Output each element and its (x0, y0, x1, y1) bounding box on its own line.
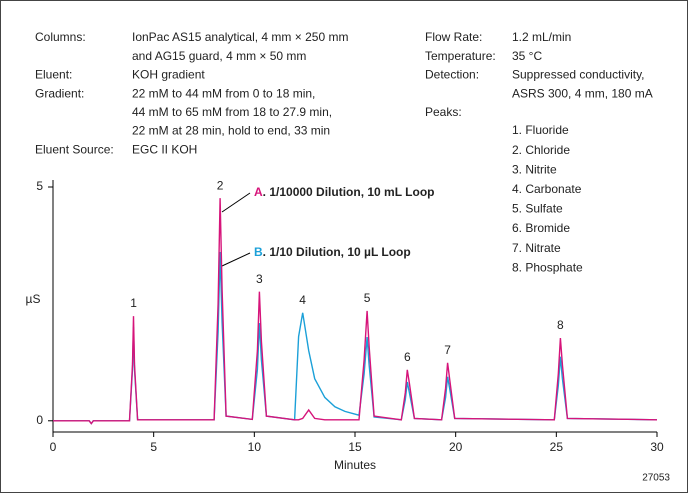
peak-label: 7 (444, 343, 451, 357)
condition-label: Gradient: (35, 86, 84, 100)
x-tick-label: 25 (550, 440, 564, 454)
x-tick-label: 20 (449, 440, 463, 454)
peak-name: 3. Nitrite (512, 162, 557, 176)
x-tick-label: 15 (348, 440, 362, 454)
condition-label: Columns: (35, 30, 86, 44)
figure-number: 27053 (642, 473, 670, 484)
condition-value: 22 mM at 28 min, hold to end, 33 min (132, 124, 330, 138)
legend-entry: A. 1/10000 Dilution, 10 mL Loop (254, 185, 435, 199)
peak-label: 1 (130, 296, 137, 310)
condition-label: Flow Rate: (425, 30, 482, 44)
peak-label: 6 (404, 350, 411, 364)
condition-label: Peaks: (425, 105, 462, 119)
pointer (221, 192, 251, 213)
legend-entry: B. 1/10 Dilution, 10 µL Loop (254, 245, 411, 259)
condition-label: Eluent Source: (35, 142, 114, 156)
condition-value: IonPac AS15 analytical, 4 mm × 250 mm (132, 30, 348, 44)
x-tick-label: 0 (50, 440, 57, 454)
y-axis-label: µS (26, 292, 41, 306)
y-tick-label: 5 (36, 179, 43, 193)
peak-name: 2. Chloride (512, 143, 570, 157)
peak-name: 5. Sulfate (512, 202, 563, 216)
series-line (53, 198, 658, 425)
condition-value: EGC II KOH (132, 142, 197, 156)
peak-name: 7. Nitrate (512, 241, 561, 255)
condition-value: KOH gradient (132, 68, 205, 82)
condition-label: Detection: (425, 68, 479, 82)
condition-value: and AG15 guard, 4 mm × 50 mm (132, 49, 306, 63)
condition-value: 44 mM to 65 mM from 18 to 27.9 min, (132, 105, 332, 119)
pointer (221, 252, 251, 267)
peak-label: 4 (299, 293, 306, 307)
x-tick-label: 5 (150, 440, 157, 454)
x-tick-label: 10 (248, 440, 262, 454)
x-axis-label: Minutes (334, 458, 376, 472)
peak-label: 3 (256, 272, 263, 286)
y-tick-label: 0 (36, 413, 43, 427)
condition-value: ASRS 300, 4 mm, 180 mA (512, 86, 653, 100)
condition-label: Temperature: (425, 49, 496, 63)
condition-value: 1.2 mL/min (512, 30, 571, 44)
peak-name: 8. Phosphate (512, 260, 583, 274)
condition-value: Suppressed conductivity, (512, 68, 645, 82)
peak-label: 5 (364, 291, 371, 305)
peak-name: 1. Fluoride (512, 123, 569, 137)
x-tick-label: 30 (650, 440, 664, 454)
peak-name: 6. Bromide (512, 221, 570, 235)
peak-label: 2 (217, 178, 224, 192)
peak-label: 8 (557, 318, 564, 332)
condition-value: 35 °C (512, 49, 542, 63)
condition-value: 22 mM to 44 mM from 0 to 18 min, (132, 86, 315, 100)
condition-label: Eluent: (35, 68, 72, 82)
peak-name: 4. Carbonate (512, 182, 582, 196)
